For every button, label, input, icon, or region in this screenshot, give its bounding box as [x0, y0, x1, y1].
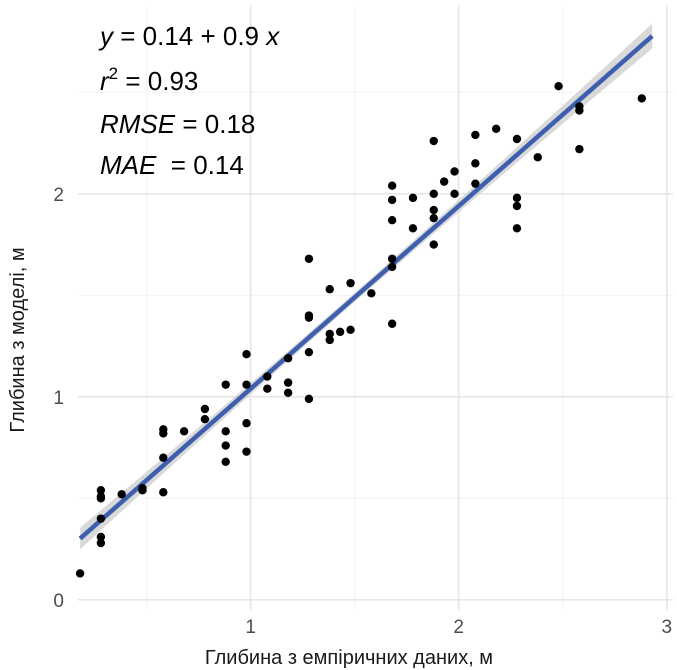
data-point: [96, 494, 106, 503]
y-axis-title: Глибина з моделі, м: [7, 247, 29, 432]
data-point: [325, 329, 334, 339]
data-point: [283, 378, 293, 387]
data-point: [533, 153, 542, 162]
data-point: [408, 193, 418, 203]
r-superscript: 2: [109, 64, 118, 83]
data-point: [117, 490, 126, 499]
data-point: [471, 179, 480, 188]
data-point: [159, 453, 168, 462]
data-point: [96, 514, 106, 523]
r-symbol: r: [100, 66, 110, 96]
data-point: [242, 447, 251, 456]
data-point: [471, 130, 480, 140]
data-point: [387, 262, 397, 272]
data-point: [242, 380, 251, 389]
data-point: [221, 380, 230, 389]
data-point: [242, 419, 251, 428]
data-point: [96, 538, 106, 548]
data-point: [221, 457, 230, 466]
data-point: [283, 388, 293, 397]
mae-value: = 0.14: [156, 150, 243, 180]
data-point: [304, 394, 314, 404]
data-point: [325, 335, 334, 345]
data-point: [96, 486, 106, 495]
data-point: [304, 347, 314, 357]
y-tick-label: 1: [53, 388, 64, 409]
rmse-label: RMSE: [100, 109, 176, 139]
y-tick-label: 0: [53, 591, 64, 612]
data-point: [387, 254, 397, 263]
data-point: [283, 354, 293, 363]
rmse-annotation: RMSE = 0.18: [100, 109, 255, 139]
data-point: [491, 124, 501, 134]
data-points: [75, 82, 646, 578]
data-point: [200, 414, 210, 424]
r-squared-value: = 0.93: [118, 66, 198, 96]
data-point: [242, 349, 251, 359]
data-point: [429, 213, 438, 223]
data-point: [637, 94, 646, 103]
data-point: [450, 167, 459, 176]
data-point: [387, 216, 397, 225]
data-point: [471, 159, 480, 168]
data-point: [512, 201, 522, 211]
data-point: [346, 278, 355, 288]
data-point: [75, 569, 85, 578]
data-point: [138, 483, 147, 493]
equation-body: = 0.14 + 0.9: [113, 21, 266, 51]
data-point: [429, 240, 438, 249]
equation-x: x: [264, 21, 280, 51]
data-point: [325, 285, 334, 294]
data-point: [387, 319, 397, 328]
data-point: [387, 181, 397, 190]
x-tick-label: 3: [661, 617, 672, 638]
data-point: [367, 289, 376, 298]
x-tick-label: 2: [453, 617, 464, 638]
x-axis-title: Глибина з емпіричних даних, м: [205, 647, 493, 669]
data-point: [575, 106, 584, 115]
mae-label: MAE: [100, 150, 157, 180]
data-point: [221, 441, 230, 450]
data-point: [159, 429, 168, 438]
data-point: [263, 384, 272, 393]
data-point: [263, 372, 272, 381]
data-point: [96, 532, 106, 542]
rmse-value: = 0.18: [175, 109, 255, 139]
regression-line: [78, 34, 654, 541]
data-point: [512, 134, 522, 144]
data-point: [429, 189, 438, 199]
data-point: [439, 177, 449, 186]
data-point: [429, 136, 438, 146]
data-point: [512, 224, 522, 233]
data-point: [408, 224, 418, 233]
x-tick-label: 1: [245, 617, 256, 638]
y-tick-label: 2: [53, 185, 64, 206]
x-axis-ticks: 1 2 3: [245, 617, 672, 638]
data-point: [387, 195, 397, 205]
equation-y: y: [98, 21, 115, 51]
data-point: [512, 193, 522, 203]
data-point: [335, 327, 345, 337]
mae-annotation: MAE = 0.14: [100, 150, 244, 180]
data-point: [304, 254, 314, 263]
equation-annotation: y = 0.14 + 0.9 x: [98, 21, 280, 51]
data-point: [179, 427, 189, 436]
data-point: [429, 205, 438, 215]
data-point: [200, 404, 210, 414]
r-squared-annotation: r2 = 0.93: [100, 64, 198, 96]
data-point: [450, 189, 459, 199]
data-point: [575, 144, 584, 154]
data-point: [346, 325, 355, 335]
data-point: [159, 488, 168, 497]
data-point: [221, 427, 230, 436]
y-axis-ticks: 0 1 2: [53, 185, 64, 612]
data-point: [554, 82, 563, 91]
data-point: [304, 313, 314, 322]
